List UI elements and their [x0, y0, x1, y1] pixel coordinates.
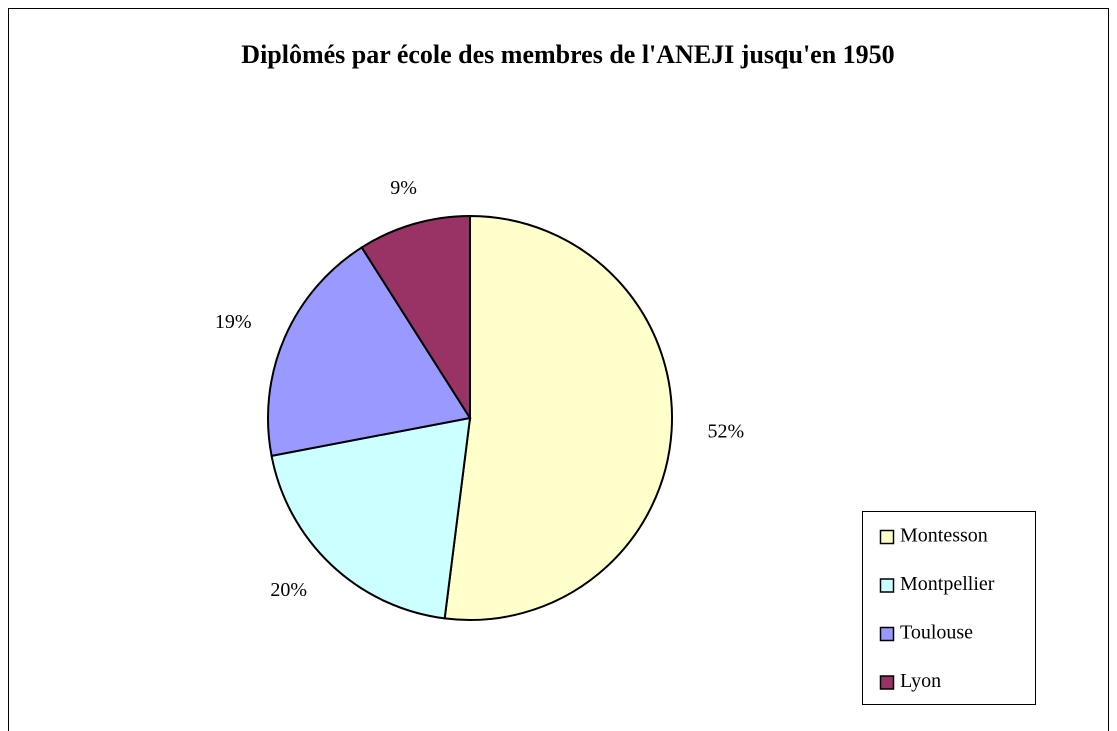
legend-swatch: [879, 578, 895, 593]
data-label: 19%: [215, 311, 252, 333]
legend-label: Toulouse: [900, 622, 973, 644]
pie-slice: [360, 214, 471, 422]
chart-title: Diplômés par école des membres de l'ANEJ…: [241, 40, 894, 69]
legend-label: Montesson: [900, 525, 988, 547]
legend-label: Montpellier: [900, 573, 995, 595]
data-label: 9%: [390, 177, 417, 199]
legend-label: Lyon: [900, 670, 941, 692]
chart-frame: [8, 8, 1109, 731]
legend-swatch: [879, 529, 895, 545]
pie-slice: [443, 214, 673, 621]
pie-slice: [267, 246, 472, 458]
data-label: 52%: [708, 421, 745, 443]
legend-swatch: [879, 675, 895, 690]
legend-swatch: [879, 626, 895, 642]
data-label: 20%: [270, 579, 307, 601]
pie-slice: [270, 416, 472, 620]
